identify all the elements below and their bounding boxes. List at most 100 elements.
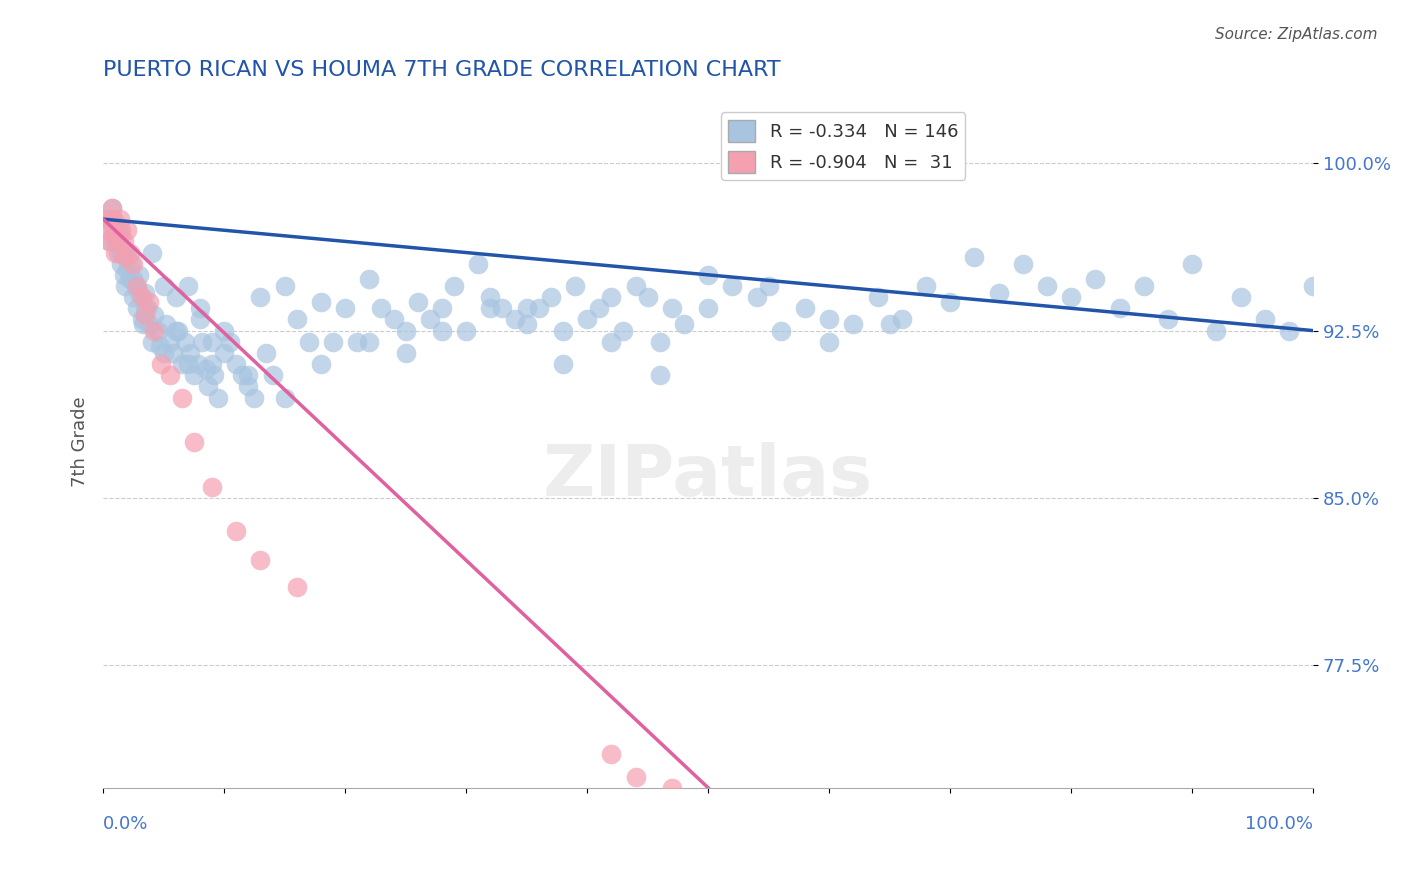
Point xyxy=(135,301,157,316)
Point xyxy=(527,301,550,316)
Point xyxy=(576,312,599,326)
Point xyxy=(794,301,817,316)
Point xyxy=(1229,290,1251,304)
Point xyxy=(600,290,623,304)
Point xyxy=(115,250,138,264)
Point xyxy=(177,279,200,293)
Point xyxy=(1302,279,1324,293)
Point xyxy=(624,770,647,784)
Point xyxy=(114,250,136,264)
Point xyxy=(122,290,145,304)
Point xyxy=(117,250,139,264)
Point xyxy=(346,334,368,349)
Point xyxy=(177,357,200,371)
Point xyxy=(479,290,502,304)
Point xyxy=(125,301,148,316)
Point xyxy=(131,290,153,304)
Point xyxy=(183,435,205,450)
Point xyxy=(285,312,308,326)
Point xyxy=(108,219,131,233)
Point xyxy=(110,257,132,271)
Point xyxy=(637,290,659,304)
Text: ZIPatlas: ZIPatlas xyxy=(543,442,873,511)
Point xyxy=(238,379,260,393)
Point xyxy=(648,334,671,349)
Point xyxy=(149,339,172,353)
Text: 0.0%: 0.0% xyxy=(103,814,149,832)
Point xyxy=(117,263,139,277)
Point xyxy=(111,245,134,260)
Point xyxy=(238,368,260,383)
Point xyxy=(987,285,1010,300)
Point xyxy=(769,324,792,338)
Point xyxy=(866,290,889,304)
Point xyxy=(174,334,197,349)
Point xyxy=(1060,290,1083,304)
Point xyxy=(1254,312,1277,326)
Point xyxy=(146,324,169,338)
Point xyxy=(879,317,901,331)
Point xyxy=(262,368,284,383)
Point xyxy=(624,279,647,293)
Point xyxy=(155,317,177,331)
Point xyxy=(1157,312,1180,326)
Point xyxy=(1278,324,1301,338)
Point xyxy=(1011,257,1033,271)
Point xyxy=(285,580,308,594)
Point xyxy=(359,334,381,349)
Point xyxy=(273,391,295,405)
Point xyxy=(612,324,634,338)
Point xyxy=(212,324,235,338)
Point xyxy=(112,268,135,282)
Point xyxy=(150,357,173,371)
Text: Source: ZipAtlas.com: Source: ZipAtlas.com xyxy=(1215,27,1378,42)
Point xyxy=(516,301,538,316)
Point xyxy=(117,223,139,237)
Point xyxy=(1108,301,1130,316)
Point xyxy=(1036,279,1059,293)
Point xyxy=(600,747,623,762)
Point xyxy=(915,279,938,293)
Point xyxy=(114,279,136,293)
Point xyxy=(118,245,141,260)
Point xyxy=(219,334,242,349)
Point xyxy=(122,257,145,271)
Point xyxy=(141,334,163,349)
Point xyxy=(170,391,193,405)
Point xyxy=(249,553,271,567)
Point xyxy=(406,294,429,309)
Point xyxy=(491,301,513,316)
Point xyxy=(370,301,392,316)
Point xyxy=(661,301,683,316)
Point xyxy=(141,245,163,260)
Point xyxy=(138,317,160,331)
Point xyxy=(103,227,125,242)
Point xyxy=(134,301,156,316)
Point xyxy=(165,324,187,338)
Point xyxy=(225,524,247,539)
Point xyxy=(101,223,124,237)
Point xyxy=(188,312,211,326)
Point xyxy=(672,317,695,331)
Point xyxy=(179,346,201,360)
Point xyxy=(186,357,208,371)
Point xyxy=(382,312,405,326)
Point xyxy=(152,279,174,293)
Point xyxy=(419,312,441,326)
Point xyxy=(600,334,623,349)
Text: 100.0%: 100.0% xyxy=(1246,814,1313,832)
Point xyxy=(108,227,131,242)
Point xyxy=(939,294,962,309)
Point xyxy=(842,317,865,331)
Point xyxy=(249,290,271,304)
Point xyxy=(108,212,131,227)
Point xyxy=(298,334,321,349)
Point xyxy=(201,334,224,349)
Point xyxy=(183,368,205,383)
Point xyxy=(273,279,295,293)
Text: PUERTO RICAN VS HOUMA 7TH GRADE CORRELATION CHART: PUERTO RICAN VS HOUMA 7TH GRADE CORRELAT… xyxy=(103,60,780,79)
Point xyxy=(818,334,841,349)
Point xyxy=(110,245,132,260)
Point xyxy=(207,391,229,405)
Point xyxy=(107,245,129,260)
